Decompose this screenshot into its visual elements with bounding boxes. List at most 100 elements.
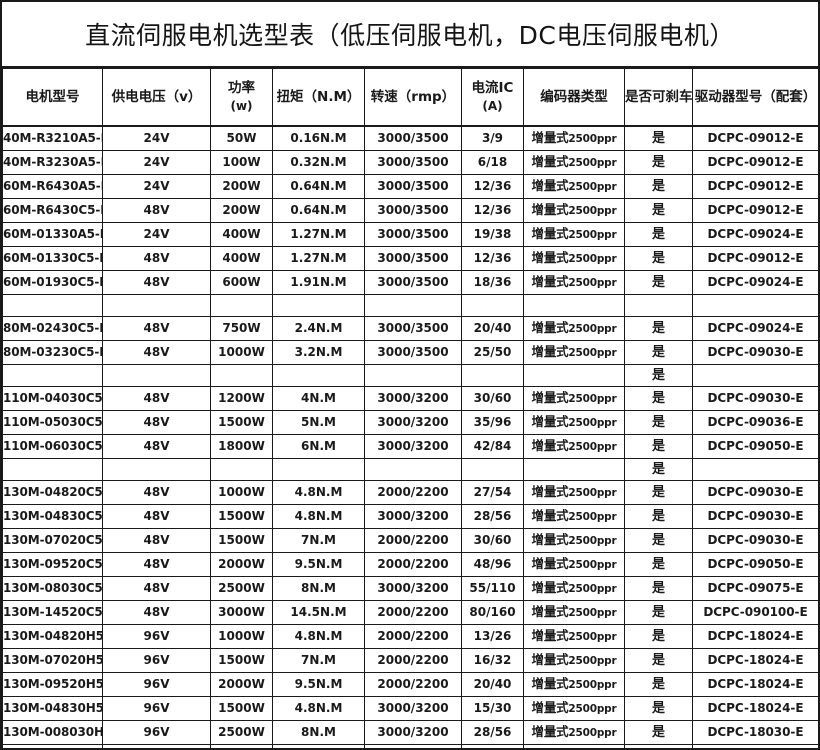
column-header-driver: 驱动器型号（配套） <box>692 68 818 127</box>
cell-current <box>461 294 524 317</box>
cell-encoder: 增量式2500ppr <box>523 270 625 295</box>
encoder-ppr-label: 2500ppr <box>568 559 617 571</box>
column-header-brake: 是否可刹车 <box>624 68 693 127</box>
cell-speed: 3000/3500 <box>364 125 462 151</box>
cell-torque: 8N.M <box>272 720 365 745</box>
cell-torque: 1.91N.M <box>272 270 365 295</box>
cell-voltage: 48V <box>102 198 211 223</box>
cell-speed: 3000/3500 <box>364 316 462 341</box>
cell-voltage: 48V <box>102 552 211 577</box>
cell-encoder: 增量式2500ppr <box>523 150 625 175</box>
cell-power: 750W <box>210 316 273 341</box>
cell-torque: 2.4N.M <box>272 316 365 341</box>
cell-encoder: 增量式2500ppr <box>523 720 625 745</box>
cell-torque: 3.2N.M <box>272 340 365 365</box>
table-row: 130M-04830H5-E96V1500W4.8N.M3000/320015/… <box>2 696 818 721</box>
cell-power: 3000W <box>210 600 273 625</box>
table-row: 60M-R6430C5-E 48V 200W 0.64N.M 3000/3500 12/3… <box>2 198 818 223</box>
cell-model: 130M-09520C5-E <box>2 552 103 577</box>
cell-driver: DCPC-18030-E <box>692 720 818 745</box>
encoder-ppr-label: 2500ppr <box>568 631 617 643</box>
cell-model: 110M-04030C5-E <box>2 386 103 411</box>
encoder-ppr-label: 2500ppr <box>568 417 617 429</box>
cell-brake: 是 <box>624 552 693 577</box>
encoder-ppr-label: 2500ppr <box>568 253 617 265</box>
cell-driver <box>692 294 818 317</box>
cell-current: 20/40 <box>461 672 524 697</box>
cell-model: 130M-008030H-E <box>2 720 103 745</box>
cell-torque: 4.8N.M <box>272 480 365 505</box>
cell-speed: 3000/3200 <box>364 696 462 721</box>
cell-power: 50W <box>210 125 273 151</box>
title-bar: 直流伺服电机选型表（低压伺服电机，DC电压伺服电机） <box>2 2 818 68</box>
cell-encoder: 增量式2500ppr <box>523 696 625 721</box>
cell-speed <box>364 458 462 481</box>
cell-speed: 3000/3200 <box>364 386 462 411</box>
cell-torque <box>272 364 365 387</box>
cell-current: 30/60 <box>461 528 524 553</box>
cell-power: 1200W <box>210 386 273 411</box>
cell-current: 28/56 <box>461 504 524 529</box>
cell-voltage: 48V <box>102 316 211 341</box>
table-row: 60M-01930C5-E 48V 600W 1.91N.M 3000/3500 18/3… <box>2 270 818 295</box>
table-row: 130M-04830C5-E48V1500W4.8N.M3000/320028/… <box>2 504 818 529</box>
cell-voltage: 24V <box>102 150 211 175</box>
cell-voltage: 48V <box>102 434 211 459</box>
cell-voltage: 48V <box>102 340 211 365</box>
cell-brake: 是 <box>624 150 693 175</box>
cell-current: 16/32 <box>461 648 524 673</box>
cell-driver: DCPC-09024-E <box>692 316 818 341</box>
cell-driver: DCPC-09075-E <box>692 576 818 601</box>
cell-brake: 是 <box>624 458 693 481</box>
cell-model: 130M-04830C5-E <box>2 504 103 529</box>
cell-speed: 2000/2200 <box>364 528 462 553</box>
cell-encoder: 增量式2500ppr <box>523 480 625 505</box>
cell-encoder <box>523 744 625 748</box>
cell-speed: 3000/3500 <box>364 246 462 271</box>
cell-model: 60M-R6430A5-E <box>2 174 103 199</box>
cell-driver: DCPC-09012-E <box>692 198 818 223</box>
cell-encoder: 增量式2500ppr <box>523 528 625 553</box>
cell-voltage: 48V <box>102 504 211 529</box>
encoder-ppr-label: 2500ppr <box>568 181 617 193</box>
column-header-model: 电机型号 <box>2 68 103 127</box>
cell-driver: DCPC-09012-E <box>692 174 818 199</box>
encoder-type-label: 增量式 <box>531 676 569 691</box>
encoder-ppr-label: 2500ppr <box>568 205 617 217</box>
cell-current <box>461 364 524 387</box>
cell-voltage: 24V <box>102 125 211 151</box>
encoder-type-label: 增量式 <box>531 178 569 193</box>
cell-encoder: 增量式2500ppr <box>523 672 625 697</box>
cell-model: 130M-04820H5-E <box>2 624 103 649</box>
cell-driver: DCPC-09050-E <box>692 552 818 577</box>
cell-voltage: 24V <box>102 222 211 247</box>
cell-brake: 是 <box>624 246 693 271</box>
column-header-power: 功率 (w) <box>210 68 273 127</box>
cell-brake: 是 <box>624 198 693 223</box>
table-row: 130M-08030C5-E48V2500W8N.M3000/320055/11… <box>2 576 818 601</box>
cell-encoder: 增量式2500ppr <box>523 434 625 459</box>
cell-encoder <box>523 364 625 387</box>
cell-driver: DCPC-09030-E <box>692 504 818 529</box>
cell-voltage: 48V <box>102 480 211 505</box>
encoder-ppr-label: 2500ppr <box>568 535 617 547</box>
cell-driver: DCPC-09036-E <box>692 410 818 435</box>
cell-torque: 0.64N.M <box>272 198 365 223</box>
cell-driver <box>692 458 818 481</box>
table-spacer-row <box>2 294 818 317</box>
cell-speed: 3000/3500 <box>364 222 462 247</box>
cell-encoder: 增量式2500ppr <box>523 600 625 625</box>
cell-torque: 1.27N.M <box>272 246 365 271</box>
cell-brake <box>624 294 693 317</box>
cell-encoder: 增量式2500ppr <box>523 552 625 577</box>
cell-current: 20/40 <box>461 316 524 341</box>
cell-brake: 是 <box>624 174 693 199</box>
cell-voltage: 48V <box>102 410 211 435</box>
encoder-ppr-label: 2500ppr <box>568 133 617 145</box>
cell-driver: DCPC-090100-E <box>692 600 818 625</box>
cell-speed: 2000/2200 <box>364 648 462 673</box>
encoder-ppr-label: 2500ppr <box>568 607 617 619</box>
cell-encoder: 增量式2500ppr <box>523 648 625 673</box>
encoder-type-label: 增量式 <box>531 508 569 523</box>
